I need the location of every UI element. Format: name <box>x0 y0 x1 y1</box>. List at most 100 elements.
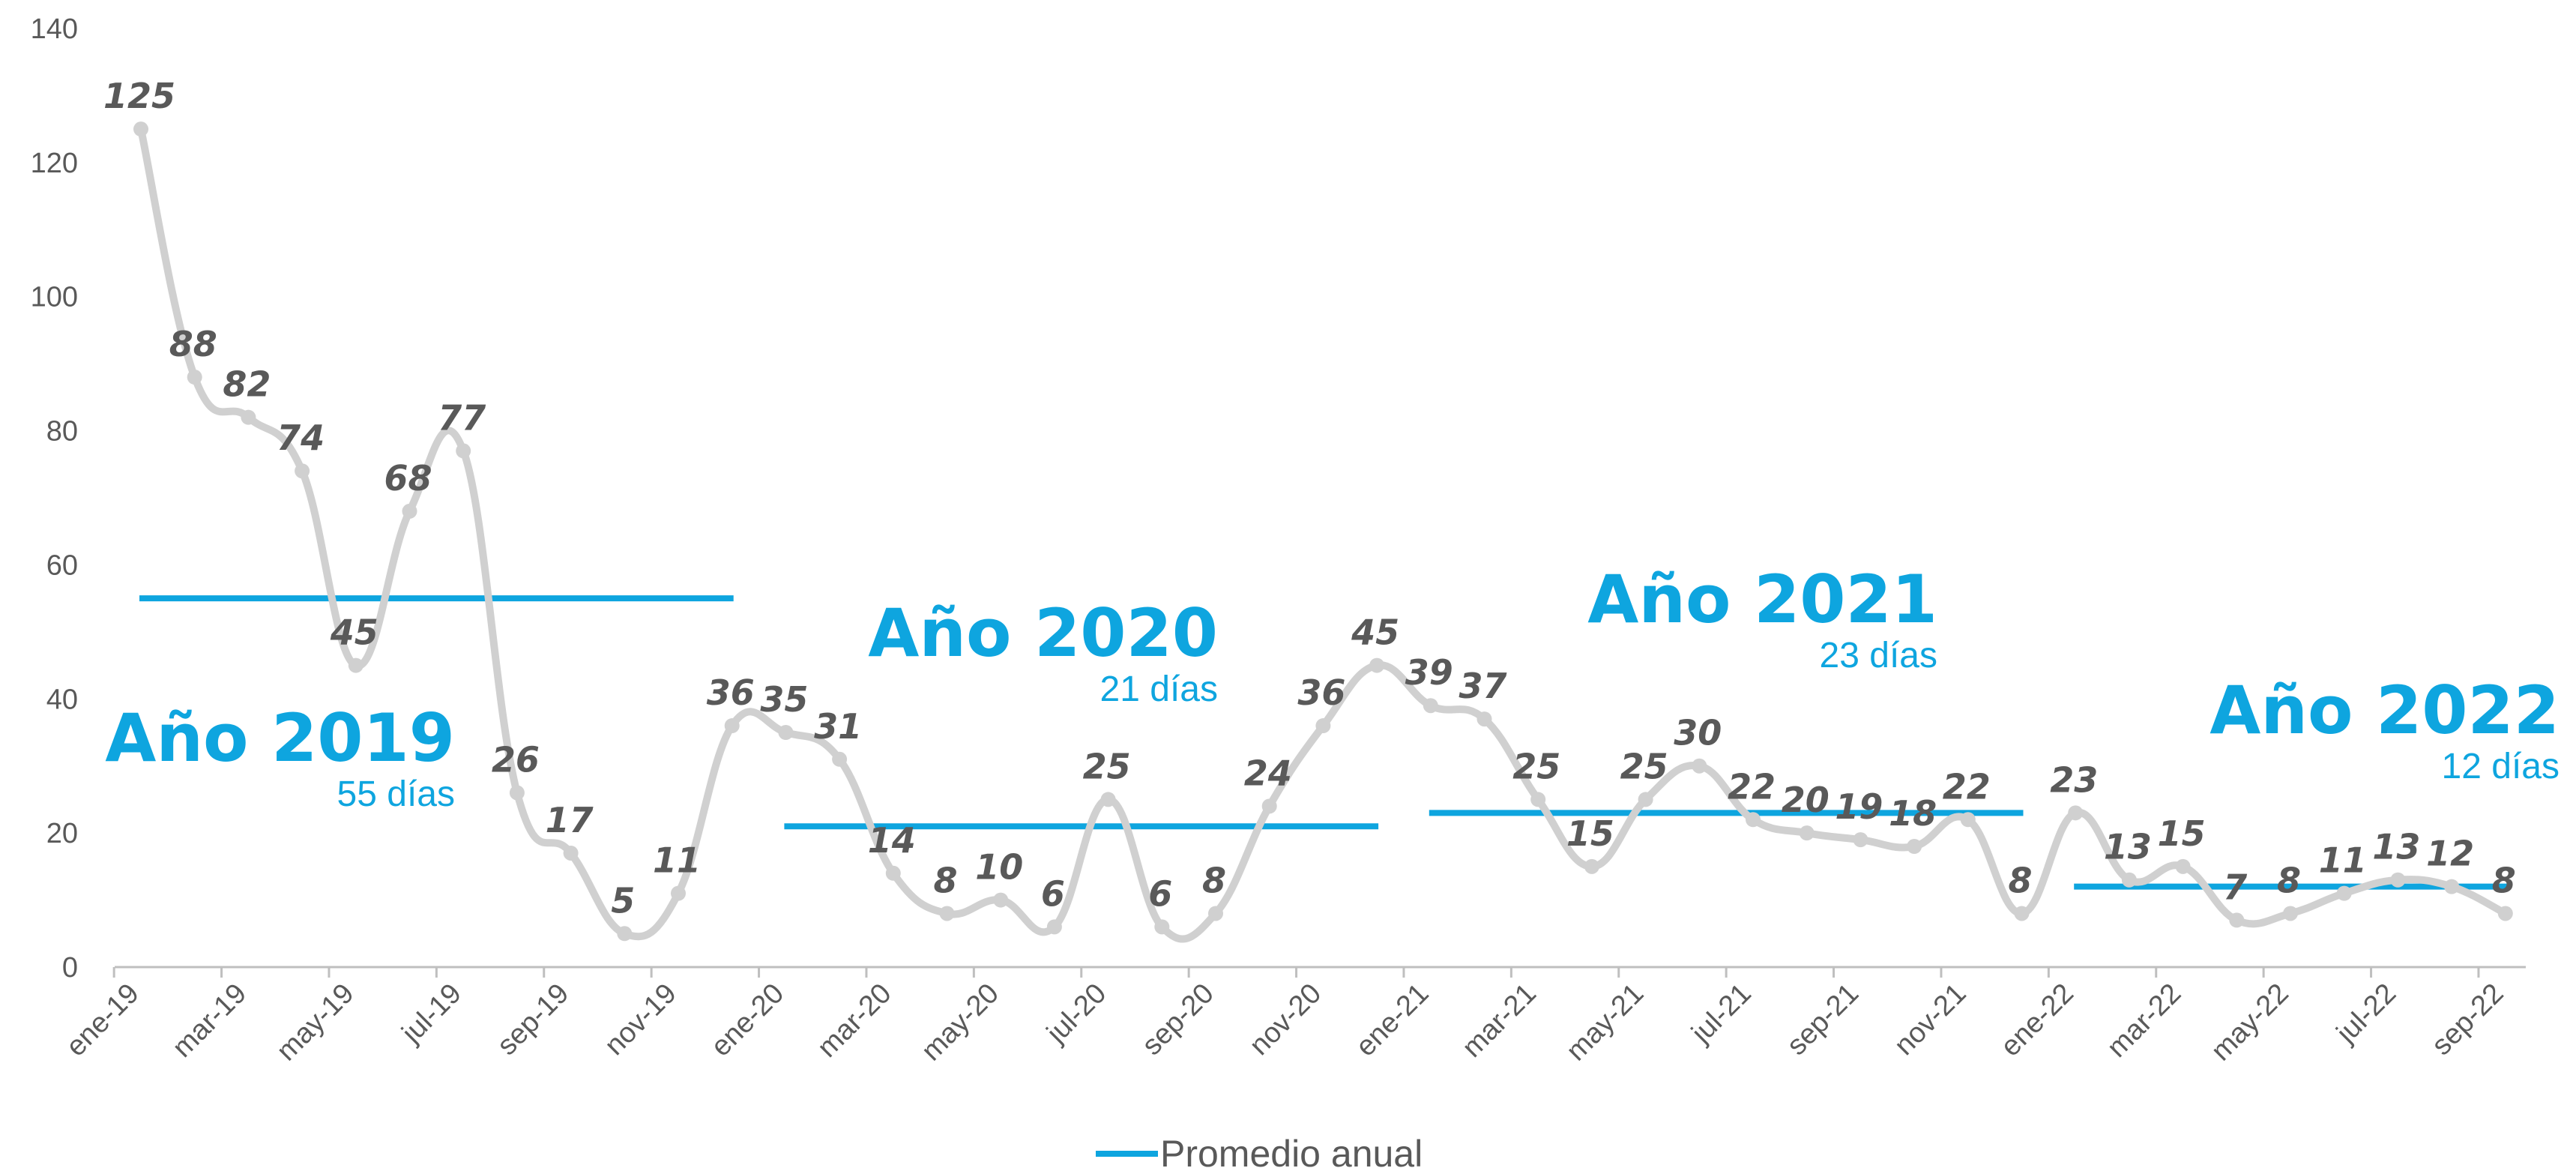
data-label: 30 <box>1674 713 1722 753</box>
data-point <box>939 906 955 921</box>
data-label: 6 <box>1148 873 1172 914</box>
data-label: 22 <box>1943 766 1991 807</box>
data-point <box>241 409 256 425</box>
data-label: 13 <box>2104 827 2152 867</box>
data-point <box>509 785 525 801</box>
data-label: 74 <box>277 418 325 458</box>
data-point <box>832 751 848 767</box>
y-axis: 0 20 40 60 80 100 120 140 <box>31 13 78 984</box>
data-point <box>2175 858 2191 874</box>
data-label: 77 <box>438 397 486 438</box>
x-tick-label: mar-21 <box>1456 978 1542 1064</box>
data-label: 24 <box>1244 753 1292 793</box>
data-point <box>1960 812 1976 828</box>
x-tick-label: sep-22 <box>2426 978 2510 1062</box>
legend-label: Promedio anual <box>1160 1133 1423 1171</box>
data-label: 8 <box>2277 860 2301 900</box>
data-point <box>724 718 740 734</box>
x-tick-label: sep-19 <box>492 978 576 1062</box>
year-average-days: 55 días <box>337 774 455 814</box>
data-label: 88 <box>169 324 217 364</box>
data-label: 18 <box>1889 793 1937 834</box>
data-label: 11 <box>2319 840 2367 881</box>
series-line <box>137 125 2509 943</box>
data-point <box>1476 711 1492 727</box>
data-point <box>1799 825 1815 841</box>
data-point <box>2336 885 2352 901</box>
data-label: 26 <box>492 739 540 780</box>
data-point <box>348 657 364 673</box>
data-label: 8 <box>933 860 957 900</box>
data-label: 37 <box>1459 666 1506 706</box>
data-label: 12 <box>2426 834 2474 874</box>
data-label: 13 <box>2372 827 2420 867</box>
x-axis: ene-19 mar-19 may-19 jul-19 sep-19 nov-19 ene-… <box>60 967 2510 1067</box>
data-point <box>402 503 417 519</box>
data-label: 25 <box>1512 746 1560 786</box>
data-point <box>993 892 1009 908</box>
data-label: 36 <box>1297 672 1345 713</box>
data-point <box>187 370 202 385</box>
data-label: 125 <box>103 76 175 116</box>
x-tick-label: mar-22 <box>2102 978 2188 1064</box>
data-point <box>1692 758 1707 774</box>
data-label: 25 <box>1620 746 1668 786</box>
year-title: Año 2020 <box>868 594 1218 672</box>
y-tick-label: 20 <box>46 818 78 849</box>
data-point <box>1315 718 1331 734</box>
data-label: 17 <box>546 800 594 840</box>
data-point <box>2283 906 2298 921</box>
data-label: 25 <box>1083 746 1131 786</box>
x-tick-label: nov-20 <box>1243 978 1327 1062</box>
data-point <box>1907 839 1922 855</box>
data-label: 68 <box>384 458 432 499</box>
data-point <box>1261 798 1277 814</box>
data-point <box>1423 698 1438 714</box>
data-point <box>1046 919 1062 935</box>
data-point <box>1100 792 1116 807</box>
data-label: 22 <box>1728 766 1776 807</box>
data-label: 35 <box>760 679 808 720</box>
year-average-days: 21 días <box>1100 669 1218 709</box>
x-tick-label: may-19 <box>271 978 360 1067</box>
data-point <box>295 463 310 479</box>
x-tick-label: may-20 <box>916 978 1005 1067</box>
data-point <box>2497 906 2513 921</box>
data-point <box>2068 805 2084 821</box>
data-point <box>1638 792 1653 807</box>
year-title: Año 2021 <box>1587 561 1937 638</box>
data-point <box>563 845 579 861</box>
year-average-days: 12 días <box>2442 747 2560 786</box>
data-point <box>885 865 901 881</box>
average-lines <box>139 595 2507 890</box>
data-point <box>671 885 686 901</box>
data-label: 8 <box>2492 860 2516 900</box>
data-label: 20 <box>1782 780 1830 820</box>
legend: Promedio anual <box>1096 1133 1423 1171</box>
data-point <box>2121 872 2137 888</box>
x-tick-label: ene-19 <box>60 978 145 1062</box>
x-tick-label: may-22 <box>2205 978 2294 1067</box>
data-point <box>1853 832 1868 848</box>
data-point <box>2229 912 2245 928</box>
y-tick-label: 40 <box>46 684 78 715</box>
data-point <box>1208 906 1223 921</box>
x-tick-label: jul-22 <box>2330 978 2402 1050</box>
data-label: 8 <box>2008 860 2032 900</box>
data-point <box>133 121 148 137</box>
y-tick-label: 100 <box>31 282 78 313</box>
year-average-days: 23 días <box>1820 636 1937 675</box>
data-label: 36 <box>707 672 755 713</box>
x-tick-label: may-21 <box>1560 978 1650 1067</box>
x-tick-label: ene-21 <box>1350 978 1435 1062</box>
data-label: 14 <box>868 820 916 861</box>
data-label: 6 <box>1041 873 1065 914</box>
x-tick-label: sep-20 <box>1136 978 1220 1062</box>
data-point <box>456 443 471 459</box>
x-tick-label: jul-21 <box>1686 978 1758 1050</box>
data-label: 8 <box>1202 860 1226 900</box>
data-point <box>2444 879 2460 894</box>
y-tick-label: 140 <box>31 13 78 45</box>
